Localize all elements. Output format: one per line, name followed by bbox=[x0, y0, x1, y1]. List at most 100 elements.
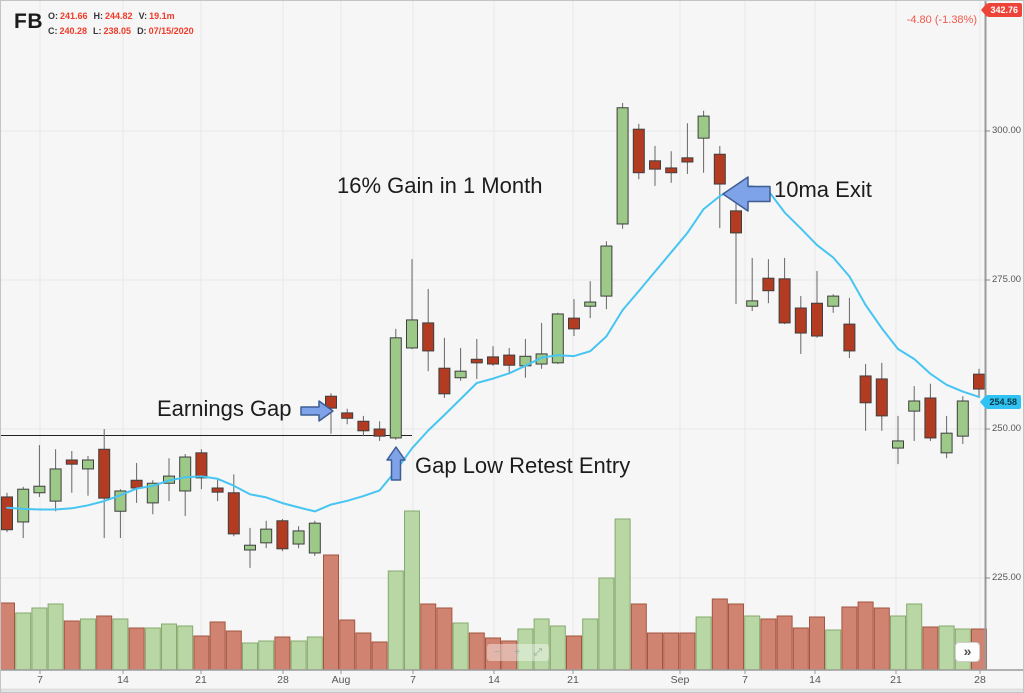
candle-up bbox=[616, 107, 629, 225]
ma-value-badge: 254.58 bbox=[980, 395, 1021, 409]
volume-bar bbox=[436, 607, 453, 671]
annotation-exit-note[interactable]: 10ma Exit bbox=[774, 177, 872, 202]
high-value: 244.82 bbox=[105, 11, 133, 21]
time-tick-label: 14 bbox=[809, 674, 821, 686]
volume-bar bbox=[792, 627, 809, 671]
candle-down bbox=[276, 520, 289, 550]
candle-down bbox=[762, 277, 775, 292]
volume-bar bbox=[80, 618, 96, 671]
annotation-gain-note[interactable]: 16% Gain in 1 Month bbox=[337, 173, 543, 198]
candle-up bbox=[697, 115, 710, 139]
volume-bar bbox=[938, 625, 955, 671]
candlesticks bbox=[1, 102, 985, 568]
gridlines bbox=[1, 1, 985, 670]
volume-bar bbox=[857, 601, 874, 671]
volume-bar bbox=[809, 616, 825, 671]
volume-bar bbox=[549, 625, 566, 671]
candle-up bbox=[535, 353, 548, 365]
volume-bar bbox=[258, 640, 275, 671]
candle-down bbox=[665, 167, 678, 174]
volume-bar bbox=[177, 625, 194, 671]
volume-bar bbox=[306, 636, 323, 671]
candle-up bbox=[584, 301, 597, 307]
time-tick-label: 14 bbox=[117, 674, 129, 686]
volume-bar bbox=[841, 606, 858, 671]
candle-down bbox=[859, 375, 872, 404]
volume-bar bbox=[825, 629, 842, 671]
volume-bar bbox=[695, 616, 712, 671]
entry-up-arrow[interactable] bbox=[386, 446, 406, 481]
volume-bar bbox=[873, 607, 890, 671]
volume-bar bbox=[566, 635, 582, 671]
volume-bar bbox=[355, 632, 372, 671]
time-tick-label: 14 bbox=[488, 674, 500, 686]
volume-bar bbox=[290, 640, 307, 671]
candle-down bbox=[487, 356, 499, 365]
volume-bar bbox=[31, 607, 48, 671]
maximize-icon[interactable]: ⤢ bbox=[533, 646, 542, 658]
close-label: C: bbox=[48, 26, 58, 36]
volume-bar bbox=[598, 577, 615, 671]
scroll-right-button[interactable]: » bbox=[955, 642, 980, 662]
volume-bar bbox=[323, 554, 339, 671]
time-tick-label: 7 bbox=[410, 674, 416, 686]
price-tick-label: 275.00 bbox=[992, 274, 1022, 285]
time-tick-label: 7 bbox=[742, 674, 748, 686]
volume-bar bbox=[1, 602, 15, 671]
volume-label: V: bbox=[138, 11, 148, 21]
earnings-gap-arrow[interactable] bbox=[300, 400, 334, 422]
price-tick-label: 300.00 bbox=[992, 125, 1022, 136]
volume-bar bbox=[371, 641, 388, 671]
candle-down bbox=[227, 492, 240, 535]
candle-down bbox=[98, 448, 111, 499]
chart-zoom-controls[interactable]: − + ⤢ bbox=[487, 644, 549, 661]
volume-bar bbox=[96, 615, 113, 671]
volume-bar bbox=[906, 603, 923, 671]
candle-down bbox=[794, 307, 807, 334]
volume-bar bbox=[128, 627, 145, 671]
ohlc-row-2: C: 240.28 L: 238.05 D: 07/15/2020 bbox=[48, 24, 200, 39]
volume-bar bbox=[679, 632, 696, 671]
volume-bar bbox=[890, 615, 906, 671]
candle-up bbox=[892, 440, 904, 449]
ma10-line[interactable] bbox=[6, 185, 980, 513]
volume-bar bbox=[452, 622, 469, 671]
volume-bar bbox=[582, 618, 599, 671]
candle-down bbox=[713, 153, 726, 185]
high-label: H: bbox=[93, 11, 104, 21]
date-value: 07/15/2020 bbox=[148, 26, 194, 36]
volume-bar bbox=[647, 632, 663, 671]
annotation-entry-note[interactable]: Gap Low Retest Entry bbox=[415, 453, 631, 478]
candle-up bbox=[389, 337, 402, 439]
volume-bar bbox=[614, 518, 631, 671]
last-price-badge: 342.76 bbox=[981, 3, 1022, 17]
candle-up bbox=[82, 459, 94, 470]
volume-bar bbox=[420, 603, 437, 671]
candle-down bbox=[730, 210, 742, 234]
exit-left-arrow[interactable] bbox=[722, 176, 771, 212]
volume-bar bbox=[47, 603, 64, 671]
candle-down bbox=[649, 160, 661, 170]
candle-up bbox=[956, 400, 969, 437]
zoom-out-icon[interactable]: − bbox=[494, 646, 500, 658]
candle-down bbox=[503, 354, 516, 366]
volume-bar bbox=[728, 603, 744, 671]
annotation-earnings-gap[interactable]: Earnings Gap bbox=[157, 396, 292, 421]
zoom-in-icon[interactable]: + bbox=[513, 646, 520, 658]
candle-up bbox=[746, 300, 759, 307]
chevron-right-icon: » bbox=[963, 643, 972, 659]
candle-up bbox=[454, 370, 467, 379]
time-tick-label: 28 bbox=[277, 674, 289, 686]
volume-bars bbox=[1, 510, 987, 671]
candle-up bbox=[600, 245, 613, 297]
candle-down bbox=[632, 128, 645, 174]
candle-down bbox=[875, 378, 888, 417]
candle-up bbox=[908, 400, 921, 412]
candle-down bbox=[973, 373, 985, 390]
ohlc-row-1: O: 241.66 H: 244.82 V: 19.1m bbox=[48, 9, 200, 24]
close-value: 240.28 bbox=[59, 26, 88, 36]
candle-down bbox=[924, 397, 937, 439]
low-label: L: bbox=[93, 26, 102, 36]
